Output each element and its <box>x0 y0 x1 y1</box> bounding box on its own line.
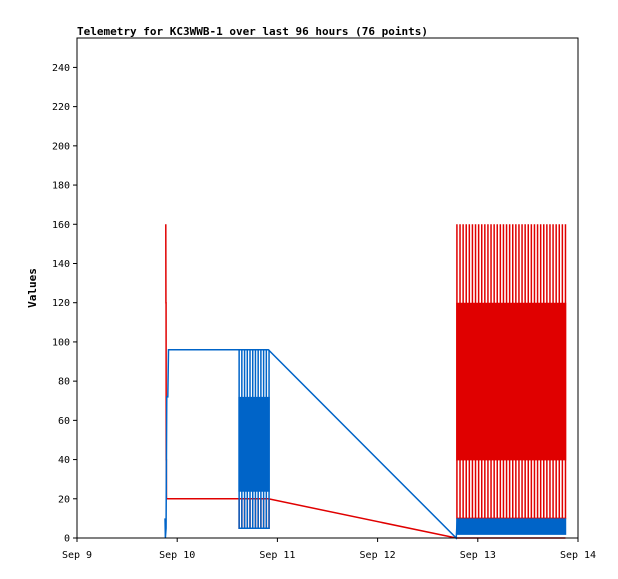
x-axis: Sep 9 Sep 10 Sep 11 Sep 12 Sep 13 Sep 14 <box>62 538 596 561</box>
y-tick-label: 160 <box>52 220 70 231</box>
y-tick-label: 240 <box>52 63 70 74</box>
y-tick-label: 60 <box>58 416 70 427</box>
series-1-line <box>164 349 459 540</box>
series-1-burst <box>238 349 270 529</box>
y-tick-label: 20 <box>58 494 70 505</box>
y-tick-label: 220 <box>52 102 70 113</box>
x-tick-label: Sep 12 <box>360 550 396 561</box>
x-tick-label: Sep 14 <box>560 550 596 561</box>
y-tick-label: 0 <box>64 534 70 545</box>
series-1-burst <box>238 396 270 492</box>
series-1-burst <box>456 518 567 535</box>
chart-title: Telemetry for KC3WWB-1 over last 96 hour… <box>77 25 428 38</box>
series-0-burst <box>238 498 270 529</box>
series-0 <box>165 224 567 539</box>
y-tick-label: 80 <box>58 377 70 388</box>
series-layer <box>164 224 567 540</box>
x-tick-label: Sep 9 <box>62 550 92 561</box>
x-tick-label: Sep 13 <box>460 550 496 561</box>
y-tick-label: 180 <box>52 181 70 192</box>
y-axis: 0 20 40 60 80 100 120 140 160 180 200 220 240 <box>52 63 77 545</box>
x-tick-label: Sep 10 <box>159 550 195 561</box>
y-tick-label: 40 <box>58 455 70 466</box>
y-tick-label: 100 <box>52 337 70 348</box>
y-tick-label: 200 <box>52 141 70 152</box>
y-tick-label: 120 <box>52 298 70 309</box>
y-axis-label: Values <box>26 268 39 308</box>
x-tick-label: Sep 11 <box>259 550 295 561</box>
y-tick-label: 140 <box>52 259 70 270</box>
series-1 <box>164 349 567 540</box>
series-0-burst <box>456 302 567 461</box>
